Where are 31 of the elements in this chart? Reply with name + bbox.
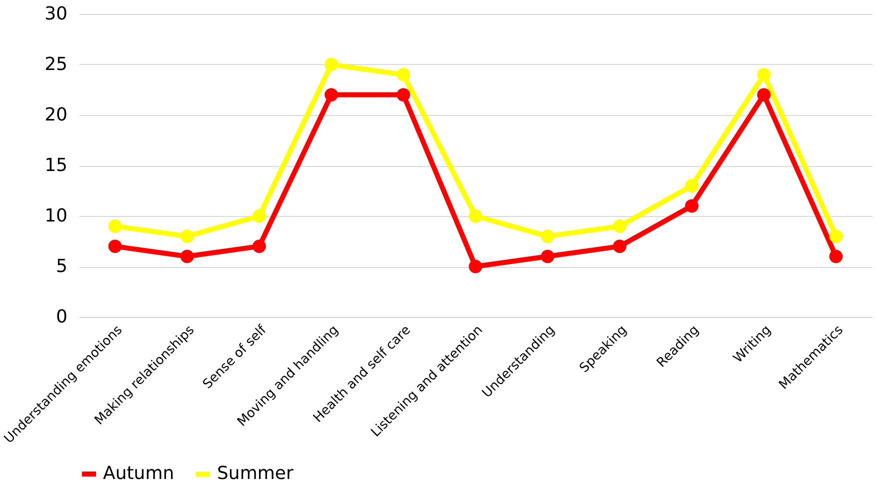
point (540, 250, 554, 264)
point (757, 68, 771, 82)
point (612, 240, 626, 253)
point (757, 88, 771, 102)
point (829, 250, 843, 264)
point (468, 260, 482, 274)
point (324, 58, 338, 72)
point (252, 240, 266, 253)
point (829, 230, 843, 243)
y-tick-label: 0 (56, 306, 68, 328)
y-tick-label: 20 (44, 104, 68, 126)
point (252, 209, 266, 223)
point (180, 250, 194, 264)
point (108, 240, 122, 253)
y-tick-label: 10 (44, 206, 68, 226)
y-tick-label: 30 (44, 4, 68, 24)
legend-label: Summer (217, 463, 294, 484)
point (108, 219, 122, 233)
legend-label: Autumn (103, 463, 174, 484)
point (685, 199, 698, 213)
y-tick-label: 15 (44, 155, 68, 176)
y-tick-label: 5 (56, 256, 68, 277)
point (468, 209, 482, 223)
point (324, 88, 338, 102)
point (540, 230, 554, 243)
point (396, 68, 410, 82)
point (685, 179, 698, 192)
point (180, 230, 194, 243)
point (396, 88, 410, 102)
point (612, 219, 626, 233)
y-tick-label: 25 (44, 54, 68, 75)
